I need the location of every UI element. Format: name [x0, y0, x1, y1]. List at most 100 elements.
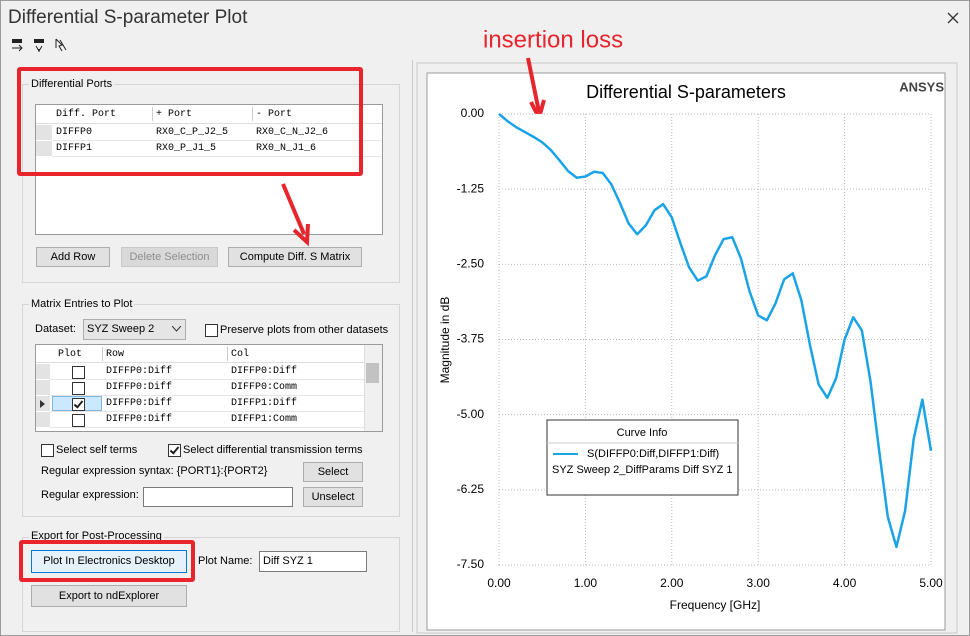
plot-name-label: Plot Name:: [198, 555, 253, 567]
scroll-thumb: [366, 363, 379, 383]
x-tick-label: 3.00: [747, 576, 771, 590]
cell: RX0_C_N_J2_6: [256, 127, 329, 138]
button[interactable]: Export to ndExplorer: [31, 585, 187, 607]
cell: DIFFP0:Diff: [106, 414, 173, 425]
group-label: Differential Ports: [29, 78, 115, 90]
x-tick-label: 2.00: [660, 576, 684, 590]
button[interactable]: Select: [303, 462, 363, 482]
column-header: Row: [106, 349, 125, 360]
legend-title: Curve Info: [617, 427, 668, 439]
button-disabled: Delete Selection: [121, 247, 218, 267]
ports-group: [22, 84, 400, 283]
column-header: + Port: [156, 109, 193, 120]
group-label: Matrix Entries to Plot: [29, 298, 135, 310]
column-header: - Port: [256, 109, 293, 120]
checkbox[interactable]: [205, 324, 218, 337]
annotation-arrow: [281, 183, 310, 247]
x-tick-label: 4.00: [833, 576, 857, 590]
checkbox[interactable]: [72, 382, 85, 395]
y-tick-label: -6.25: [457, 482, 485, 496]
button[interactable]: Unselect: [303, 487, 363, 507]
row-header: [36, 125, 52, 140]
checkbox[interactable]: [41, 444, 54, 457]
checkbox-label: Select differential transmission terms: [183, 444, 363, 456]
cell: DIFFP1:Comm: [231, 414, 298, 425]
dataset-label: Dataset:: [35, 323, 76, 335]
cell: DIFFP0:Diff: [106, 366, 173, 377]
curve: [498, 113, 933, 549]
matrix-table[interactable]: Plot Row Col DIFFP0:Diff DIFFP0:Diff DIFFP0:D…: [35, 344, 383, 432]
regex-label: Regular expression:: [41, 489, 139, 501]
y-axis-label: Magnitude in dB: [438, 297, 452, 384]
checkbox-label: Select self terms: [56, 444, 138, 456]
x-tick-label: 5.00: [919, 576, 943, 590]
legend-note: SYZ Sweep 2_DiffParams Diff SYZ 1: [552, 464, 733, 476]
checkbox[interactable]: [72, 414, 85, 427]
cell: DIFFP0:Diff: [231, 366, 298, 377]
cell: DIFFP0:Diff: [106, 398, 173, 409]
y-tick-label: -7.50: [457, 557, 485, 571]
row-line: [52, 156, 382, 157]
matrix-group: [22, 304, 400, 517]
column-header: Col: [231, 349, 250, 360]
column-sep: [227, 347, 228, 361]
plot-name-input[interactable]: Diff SYZ 1: [259, 551, 367, 572]
close-button[interactable]: [946, 11, 960, 25]
cell: DIFFP0:Diff: [106, 382, 173, 393]
column-header: Plot: [58, 349, 83, 360]
row-header: [36, 364, 50, 379]
row-line: [50, 411, 364, 412]
cell: DIFFP1:Diff: [231, 398, 298, 409]
y-tick-label: -2.50: [457, 257, 485, 271]
button[interactable]: Plot In Electronics Desktop: [31, 550, 187, 573]
toolbar: [12, 38, 67, 52]
cell: RX0_C_P_J2_5: [156, 127, 229, 138]
row-line: [52, 140, 382, 141]
button[interactable]: Compute Diff. S Matrix: [228, 247, 362, 267]
brand: ANSYS: [899, 79, 944, 94]
group-label: Export for Post-Processing: [29, 530, 164, 542]
divider: [412, 60, 413, 632]
highlight-box: [17, 67, 363, 176]
y-tick-label: 0.00: [461, 106, 485, 120]
y-tick-label: -3.75: [457, 332, 485, 346]
window-title: Differential S-parameter Plot: [8, 7, 248, 28]
x-axis-label: Frequency [GHz]: [670, 598, 761, 612]
cell: RX0_P_J1_5: [156, 143, 217, 154]
regex-input[interactable]: [143, 487, 293, 507]
checkbox[interactable]: [168, 444, 181, 457]
cell: RX0_N_J1_6: [256, 143, 317, 154]
column-sep: [252, 107, 253, 121]
cursor-icon[interactable]: [55, 38, 67, 52]
x-tick-label: 1.00: [574, 576, 598, 590]
log-x-icon[interactable]: [12, 39, 23, 52]
annotation: insertion loss: [483, 26, 623, 53]
x-tick-label: 0.00: [487, 576, 511, 590]
checkbox[interactable]: [72, 366, 85, 379]
plot-title: Differential S-parameters: [586, 82, 786, 102]
highlight-box: [19, 540, 195, 582]
button[interactable]: Add Row: [36, 247, 110, 267]
ports-table[interactable]: Diff. Port + Port - Port DIFFP0 RX0_C_P_J2_5…: [35, 104, 383, 235]
column-sep: [152, 107, 153, 121]
cell: DIFFP0:Comm: [231, 382, 298, 393]
cell: DIFFP1: [56, 143, 93, 154]
legend-entry: S(DIFFP0:Diff,DIFFP1:Diff): [587, 448, 719, 460]
column-header: Diff. Port: [56, 109, 117, 120]
header-row: [36, 345, 382, 363]
row-header: [36, 141, 52, 156]
row-line: [50, 427, 364, 428]
regex-syntax: Regular expression syntax: {PORT1}:{PORT…: [41, 465, 268, 477]
export-group: [22, 537, 400, 632]
header-row: [36, 105, 382, 124]
row-header: [36, 380, 50, 395]
dataset-combo[interactable]: SYZ Sweep 2: [83, 319, 186, 340]
y-tick-label: -5.00: [457, 407, 485, 421]
legend-box: [546, 419, 739, 496]
checkbox-label: Preserve plots from other datasets: [220, 324, 389, 336]
checkbox[interactable]: [72, 398, 85, 411]
row-header: [36, 412, 50, 427]
log-y-icon[interactable]: [34, 39, 44, 52]
